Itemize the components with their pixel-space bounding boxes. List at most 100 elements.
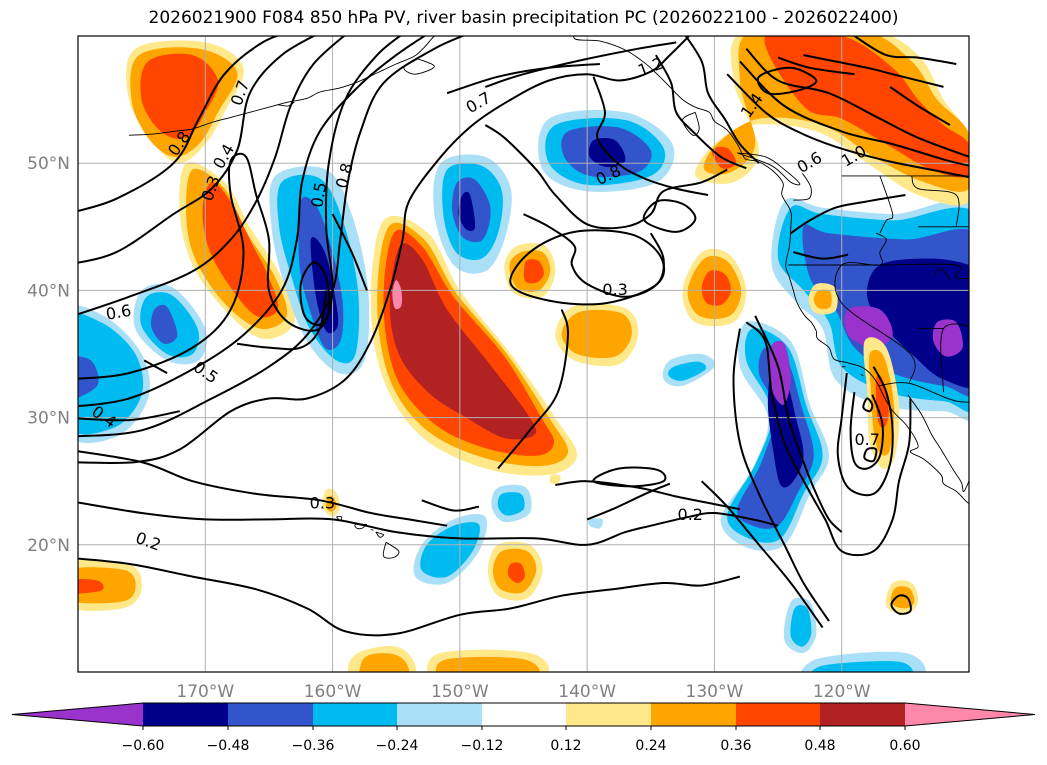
longitude-label: 120°W: [813, 682, 871, 702]
coastline: [128, 36, 969, 559]
shade-pos-left-17n-level-2: [78, 578, 104, 594]
shade-neg-interior-level-4: [844, 306, 893, 348]
longitude-label: 160°W: [304, 682, 362, 702]
pv-contour-closed: [509, 229, 666, 306]
shade-pos-139w-37n-level-1: [561, 309, 632, 359]
colorbar-tick-label: 0.12: [550, 738, 581, 754]
shade-pos-band-168w-level-2: [202, 182, 279, 318]
shade-pos-plume-150w-level-3: [389, 243, 537, 440]
latitude-label: 50°N: [27, 154, 70, 174]
coastline-segment: [277, 101, 295, 107]
pv-contour-line: [78, 36, 346, 316]
colorbar-extend-max: [905, 703, 1035, 726]
pv-contour-line: [836, 366, 894, 497]
coastline-segment: [370, 529, 374, 531]
pv-contour-line: [78, 557, 741, 637]
shade-neg-117w-10n-level-1: [811, 661, 913, 672]
shade-neg-123w-13n-level-1: [790, 605, 812, 647]
coastline-segment: [737, 152, 801, 186]
pv-contour-line: [78, 36, 691, 465]
shade-neg-148w-level-3: [458, 191, 476, 232]
pv-contour-line: [331, 213, 368, 291]
shade-neg-132w-34n-level-1: [668, 361, 707, 381]
graticule-grid: [78, 36, 969, 672]
pv-contour-line: [849, 392, 884, 470]
pv-contour-line: [497, 309, 570, 470]
coastline-segment: [933, 268, 951, 281]
pv-contour-closed: [890, 594, 912, 615]
map-axis-labels: 170°W 160°W 150°W 140°W 130°W 120°W 50°N 40°N 30…: [27, 154, 871, 702]
pv-contour-closed: [863, 447, 878, 463]
pv-contour-line: [803, 54, 944, 88]
longitude-label: 140°W: [558, 682, 616, 702]
pv-contour-line: [732, 328, 830, 622]
shade-neg-interior-level-3: [866, 258, 969, 388]
colorbar-tick-label: −0.60: [122, 738, 165, 754]
colorbar-tick-label: 0.60: [889, 738, 920, 754]
coastline-segment: [788, 263, 969, 280]
shade-neg-173w-level-2: [151, 304, 178, 344]
pv-contour-line: [790, 194, 906, 235]
shade-neg-left-edge-level-2: [78, 356, 99, 398]
pv-contour-line: [236, 290, 328, 351]
contour-label: 0.7: [854, 430, 879, 449]
shade-pos-130w-40n-level-2: [701, 270, 732, 306]
pv-contour-line: [78, 36, 466, 438]
shade-pos-142w-25n-level-0: [549, 474, 561, 485]
pv-contour-line: [484, 41, 677, 88]
pv-contour-line: [745, 321, 912, 557]
pv-contour-line: [78, 36, 316, 264]
colorbar-tick-label: −0.36: [292, 738, 335, 754]
pv-contour-line: [421, 499, 480, 512]
colorbar-tick-label: 0.24: [635, 738, 666, 754]
pv-contour-line: [586, 482, 671, 521]
shade-neg-146w-23n-level-1: [497, 492, 525, 516]
colorbar-tick-label: 0.48: [804, 738, 835, 754]
figure-title: 2026021900 F084 850 hPa PV, river basin …: [148, 8, 899, 28]
shade-neg-139w-22n-level-0: [588, 518, 604, 529]
contour-label: 0.2: [678, 505, 703, 524]
contour-label: 0.6: [104, 301, 132, 324]
pv-contour-line: [78, 450, 448, 527]
latitude-label: 20°N: [27, 536, 70, 556]
colorbar-swatch: [566, 703, 651, 726]
colorbar-extend-min: [12, 703, 143, 726]
pv-contour-line: [555, 480, 741, 511]
pv-contour-line: [78, 36, 280, 212]
pv-contour-closed: [862, 397, 874, 413]
pv-contour-closed: [756, 66, 818, 96]
coastline-segment: [573, 36, 969, 505]
shade-pos-115w-15n-level-1: [890, 586, 915, 609]
coastline-segment: [911, 175, 960, 227]
longitude-label: 170°W: [176, 682, 234, 702]
latitude-label: 40°N: [27, 281, 70, 301]
colorbar-tick-label: −0.12: [461, 738, 504, 754]
pv-contour-line: [78, 36, 427, 408]
colorbar-swatch: [313, 703, 397, 726]
colorbar-swatch: [482, 703, 566, 726]
colorbar-swatch: [736, 703, 820, 726]
map-frame: [77, 35, 970, 673]
colorbar-swatch: [143, 703, 228, 726]
shade-pos-160w-23n-level-1: [326, 495, 337, 512]
colorbar-swatch: [228, 703, 313, 726]
coastline-segment: [878, 382, 969, 403]
pv-contour-line: [78, 410, 180, 422]
coastline-segment: [375, 531, 385, 538]
pv-contour-line: [684, 36, 760, 164]
coastline-segment: [907, 394, 969, 492]
pv-contour-line: [793, 251, 849, 260]
pv-contour-line: [78, 36, 402, 380]
pv-contour-line: [592, 76, 709, 196]
coastline-segment: [834, 232, 916, 384]
coastline-segment: [793, 173, 812, 201]
pv-contour-line: [78, 501, 779, 546]
shade-pos-baja-level-2: [875, 375, 889, 428]
shade-neg-west-coast-level-3: [767, 371, 804, 488]
coastline-segment: [879, 175, 894, 234]
shade-pos-bottom-156w-level-1: [359, 653, 410, 672]
pv-contour-line: [745, 47, 969, 158]
pv-contour-line: [754, 315, 843, 533]
pv-contour-line: [700, 480, 824, 629]
map-plot-area: 0.70.8 0.40.3 0.50.80.71.21.40.6 1.00.80.30…: [78, 36, 969, 672]
